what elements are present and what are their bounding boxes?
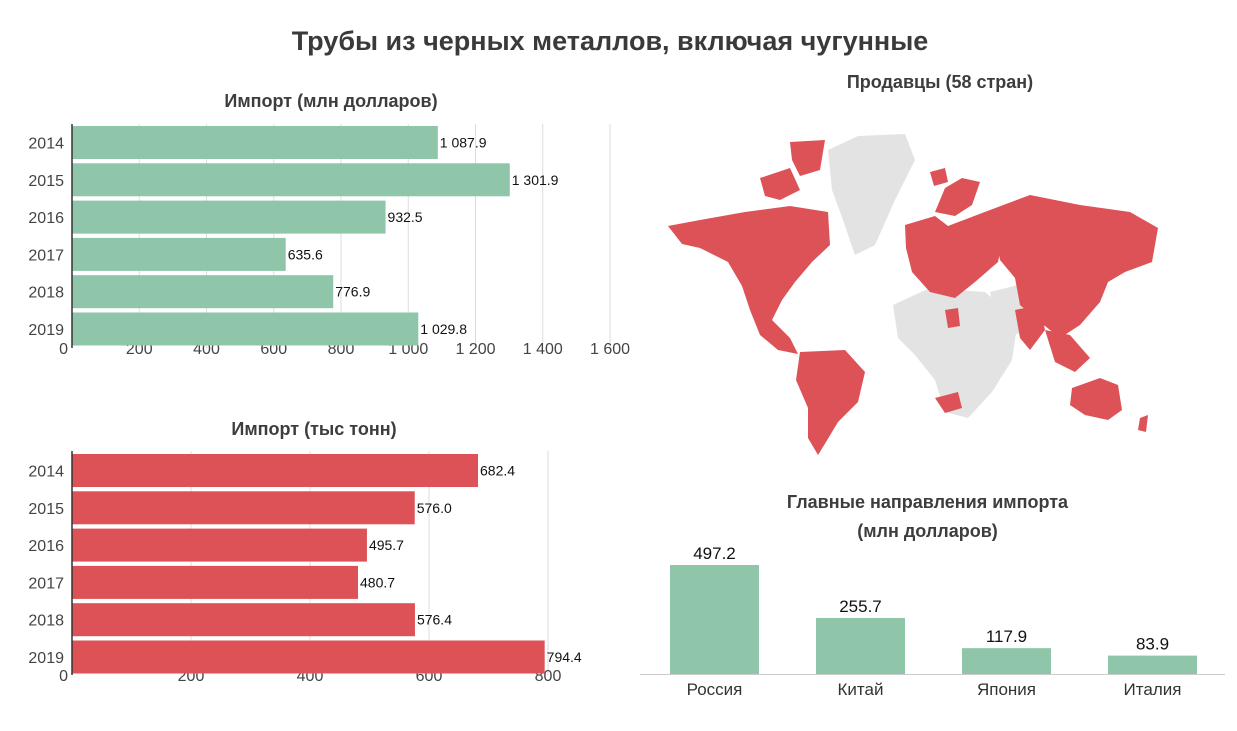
dest-bar [816, 617, 905, 674]
africa-shape [893, 288, 1018, 418]
southeast-asia-shape [1045, 330, 1090, 372]
tons-bar [72, 640, 545, 674]
tons-year-label: 2017 [28, 575, 64, 592]
australia-shape [1070, 378, 1122, 420]
map-land-sellers [668, 140, 1158, 455]
greenland-shape [828, 134, 915, 255]
dest-value-label: 255.7 [839, 597, 882, 616]
dest-bar [670, 565, 759, 674]
dest-category-label: Италия [1124, 680, 1182, 699]
tons-bar [72, 565, 359, 599]
dest-value-label: 117.9 [986, 627, 1027, 646]
south-africa-shape [935, 392, 962, 413]
tons-bar [72, 603, 415, 637]
usd-chart-title: Импорт (млн долларов) [224, 91, 438, 111]
scandinavia-shape [935, 178, 980, 216]
usd-bar [72, 200, 386, 234]
usd-year-label: 2017 [28, 247, 64, 264]
destinations-chart-title: Главные направления импорта (млн долларо… [650, 488, 1205, 546]
tons-x-tick-label: 0 [59, 668, 68, 685]
egypt-shape [945, 308, 960, 328]
usd-bar [72, 163, 510, 197]
usd-value-label: 776.9 [335, 284, 370, 300]
usd-value-label: 932.5 [388, 209, 423, 225]
usd-year-label: 2018 [28, 285, 64, 302]
tons-value-label: 576.0 [417, 500, 452, 516]
india-shape [1015, 305, 1045, 350]
map-title: Продавцы (58 стран) [846, 72, 1034, 92]
tons-bar [72, 454, 479, 487]
usd-year-label: 2015 [28, 173, 64, 190]
dest-category-label: Россия [687, 680, 743, 699]
tons-value-label: 682.4 [480, 463, 515, 479]
dest-category-label: Япония [977, 680, 1036, 699]
usd-value-label: 1 087.9 [440, 135, 487, 151]
usd-bar [72, 126, 438, 159]
tons-chart-title: Импорт (тыс тонн) [231, 419, 397, 439]
tons-year-label: 2016 [28, 538, 64, 555]
dest-bar [1108, 655, 1197, 674]
tons-value-label: 576.4 [417, 612, 452, 628]
usd-value-label: 635.6 [288, 246, 323, 262]
south-america-shape [796, 350, 865, 455]
usd-x-tick-label: 1 600 [590, 341, 630, 358]
usd-bar [72, 312, 419, 346]
dest-value-label: 497.2 [693, 544, 736, 563]
tons-value-label: 495.7 [369, 537, 404, 553]
tons-year-label: 2014 [28, 464, 64, 481]
canada-islands-shape [760, 140, 825, 200]
destinations-title-line-2: (млн долларов) [857, 521, 998, 541]
usd-value-label: 1 029.8 [420, 321, 467, 337]
dest-bar [962, 648, 1051, 674]
usd-year-label: 2014 [28, 136, 64, 153]
usd-bar [72, 237, 286, 271]
iceland-shape [930, 168, 948, 186]
usd-bar [72, 275, 334, 309]
dest-value-label: 83.9 [1136, 635, 1169, 654]
usd-year-label: 2019 [28, 322, 64, 339]
europe-shape [905, 210, 1005, 298]
tons-bar [72, 491, 415, 525]
destinations-title-line-1: Главные направления импорта [786, 492, 1069, 512]
page-title: Трубы из черных металлов, включая чугунн… [291, 26, 929, 56]
tons-value-label: 794.4 [547, 649, 582, 665]
usd-value-label: 1 301.9 [512, 172, 559, 188]
usd-x-tick-label: 1 200 [455, 341, 495, 358]
north-america-shape [668, 206, 830, 354]
new-zealand-shape [1138, 415, 1148, 432]
tons-year-label: 2019 [28, 650, 64, 667]
dest-category-label: Китай [838, 680, 884, 699]
usd-x-tick-label: 1 400 [523, 341, 563, 358]
tons-year-label: 2015 [28, 501, 64, 518]
tons-year-label: 2018 [28, 613, 64, 630]
tons-bar [72, 528, 367, 562]
tons-value-label: 480.7 [360, 574, 395, 590]
russia-asia-shape [990, 195, 1158, 338]
usd-year-label: 2016 [28, 210, 64, 227]
usd-x-tick-label: 0 [59, 341, 68, 358]
